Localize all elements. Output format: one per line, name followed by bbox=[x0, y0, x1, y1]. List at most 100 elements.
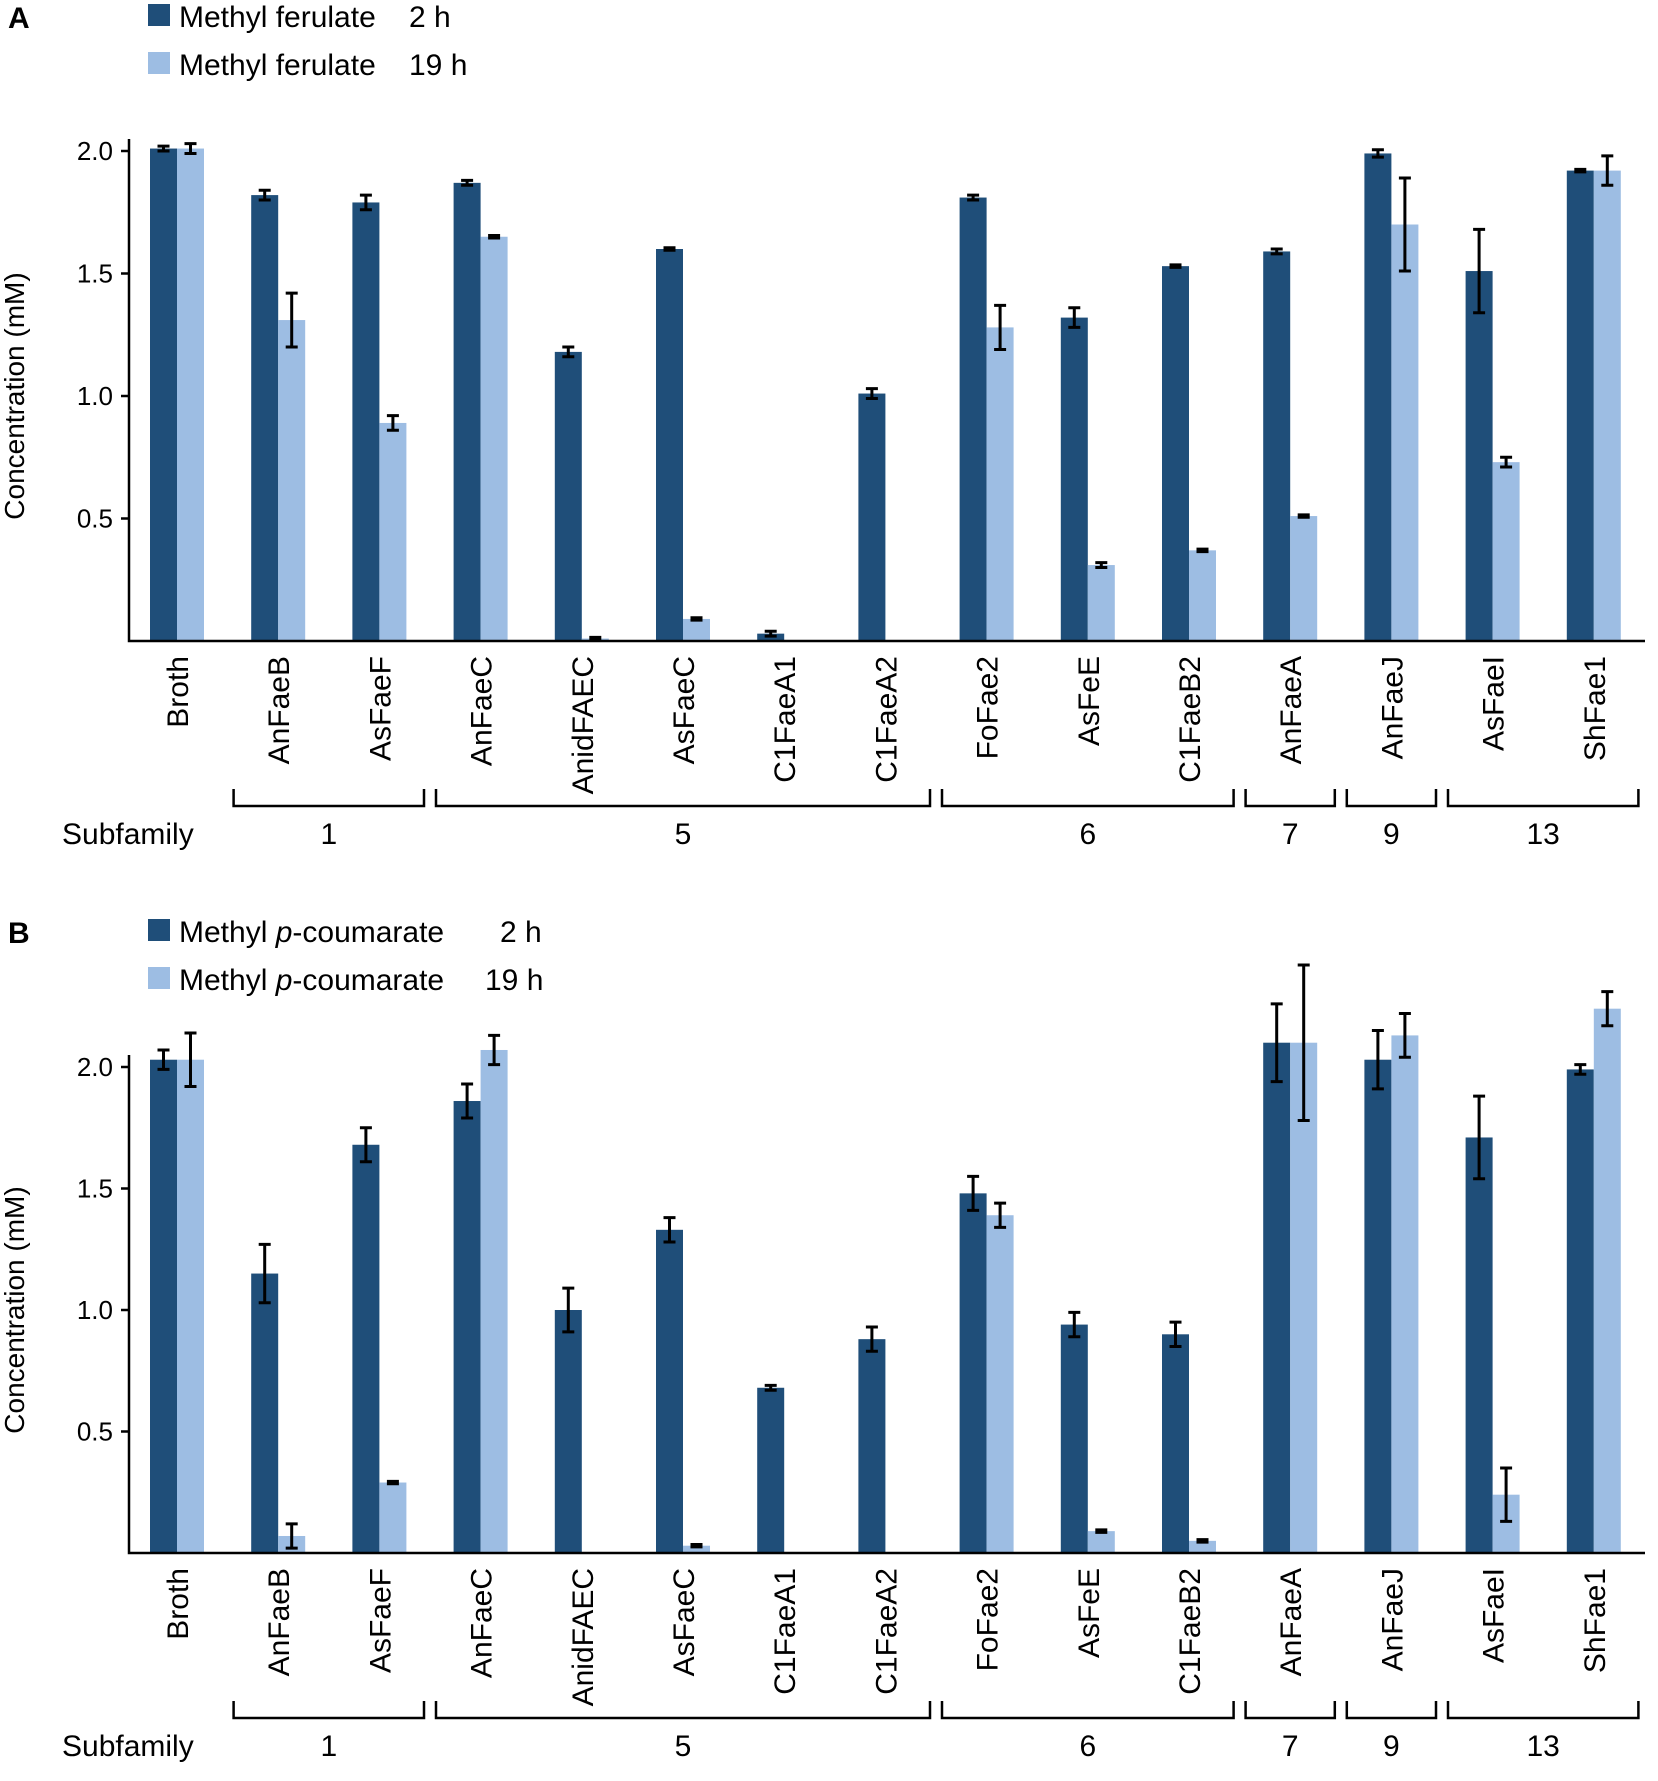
bar bbox=[1263, 1042, 1291, 1553]
subfamily-bracket bbox=[1244, 789, 1337, 808]
bar bbox=[1391, 1035, 1419, 1553]
error-bar bbox=[562, 345, 575, 359]
error-bar bbox=[865, 387, 878, 400]
bar bbox=[379, 1482, 407, 1553]
error-bar bbox=[690, 1542, 703, 1549]
legend-label: Methyl p-coumarate bbox=[179, 916, 444, 949]
subfamily-bracket bbox=[1446, 789, 1640, 808]
error-bar bbox=[1068, 1310, 1081, 1339]
category-label: FoFae2 bbox=[972, 1568, 1005, 1671]
error-bar bbox=[157, 1048, 170, 1071]
subfamily-bracket bbox=[1345, 1701, 1438, 1720]
error-bar bbox=[1371, 1029, 1384, 1091]
error-bar bbox=[258, 188, 271, 202]
category-label: AnidFAEC bbox=[567, 656, 600, 794]
subfamily-label: 13 bbox=[1527, 1730, 1560, 1763]
error-bar bbox=[1196, 547, 1209, 554]
bar bbox=[683, 618, 710, 641]
subfamily-label: 5 bbox=[675, 1730, 692, 1763]
subfamily-bracket bbox=[1244, 1701, 1337, 1720]
bar bbox=[858, 1339, 886, 1553]
bar bbox=[1189, 1540, 1216, 1553]
error-bar bbox=[865, 1325, 878, 1353]
category-label: AsFaeF bbox=[364, 656, 397, 761]
bar bbox=[352, 1144, 380, 1553]
y-tick-label: 1.0 bbox=[77, 1295, 113, 1325]
error-bar bbox=[1398, 1012, 1411, 1059]
bar bbox=[757, 1387, 785, 1553]
subfamily-label: 13 bbox=[1527, 818, 1560, 851]
category-label: AnFaeB bbox=[263, 1568, 296, 1676]
error-bar bbox=[1473, 227, 1486, 315]
category-label: Broth bbox=[162, 1568, 195, 1640]
bar bbox=[656, 1229, 683, 1553]
legend-label: Methyl ferulate bbox=[179, 1, 376, 34]
category-label: AnFaeC bbox=[466, 656, 499, 766]
subfamily-bracket bbox=[1446, 1701, 1640, 1720]
bar bbox=[1162, 266, 1189, 641]
bar bbox=[177, 148, 204, 642]
category-label: AnFaeJ bbox=[1376, 1568, 1409, 1671]
legend-swatch bbox=[148, 52, 170, 74]
category-label: AsFaeI bbox=[1478, 1568, 1511, 1663]
category-label: ShFae1 bbox=[1579, 656, 1612, 761]
category-label: AnFaeJ bbox=[1376, 656, 1409, 759]
y-tick-label: 2.0 bbox=[77, 136, 113, 166]
bar bbox=[1465, 1137, 1493, 1553]
bar bbox=[986, 1215, 1014, 1553]
legend-swatch bbox=[148, 4, 170, 26]
y-tick-label: 1.5 bbox=[77, 1174, 113, 1204]
error-bar bbox=[184, 1031, 197, 1088]
bar bbox=[278, 320, 306, 641]
bar bbox=[1492, 462, 1520, 641]
error-bar bbox=[157, 144, 170, 153]
subfamily-bracket bbox=[434, 789, 932, 808]
category-label: AsFaeI bbox=[1478, 656, 1511, 751]
bar bbox=[1060, 317, 1088, 641]
category-label: AsFaeF bbox=[364, 1568, 397, 1673]
subfamily-bracket bbox=[232, 1701, 426, 1720]
subfamily-bracket bbox=[434, 1701, 932, 1720]
error-bar bbox=[386, 414, 399, 432]
bar bbox=[656, 249, 683, 641]
bar bbox=[1087, 1531, 1115, 1553]
bar bbox=[352, 202, 380, 641]
subfamily-bracket bbox=[232, 789, 426, 808]
subfamily-bracket bbox=[940, 789, 1235, 808]
legend-swatch bbox=[148, 919, 170, 941]
error-bar bbox=[764, 629, 777, 638]
legend-time: 19 h bbox=[485, 964, 543, 997]
y-tick-label: 0.5 bbox=[77, 1417, 113, 1447]
subfamily-label: 1 bbox=[320, 1730, 337, 1763]
error-bar bbox=[1095, 561, 1108, 569]
error-bar bbox=[359, 193, 372, 212]
category-label: AnFaeB bbox=[263, 656, 296, 764]
error-bar bbox=[1169, 1320, 1182, 1348]
bar bbox=[453, 1101, 481, 1553]
bar bbox=[1189, 550, 1216, 641]
category-label: AnFaeA bbox=[1275, 656, 1308, 764]
error-bar bbox=[1196, 1538, 1209, 1544]
error-bar bbox=[461, 178, 474, 187]
error-bar bbox=[663, 1216, 676, 1244]
bar bbox=[1465, 271, 1493, 641]
bar bbox=[177, 1059, 204, 1553]
legend-label: Methyl p-coumarate bbox=[179, 964, 444, 997]
y-axis-label: Concentration (mM) bbox=[0, 1186, 30, 1433]
subfamily-bracket bbox=[1345, 789, 1438, 808]
bar bbox=[1162, 1334, 1189, 1553]
panel-a: A Methyl ferulate 2 h Methyl ferulate 19 h 0.… bbox=[0, 1, 1645, 851]
category-label: AnidFAEC bbox=[567, 1568, 600, 1706]
bar bbox=[453, 182, 481, 641]
error-bar bbox=[1270, 1002, 1283, 1084]
legend-swatch bbox=[148, 967, 170, 989]
bar bbox=[959, 197, 987, 642]
subfamily-label: 7 bbox=[1282, 818, 1299, 851]
category-label: ShFae1 bbox=[1579, 1568, 1612, 1673]
category-label: Broth bbox=[162, 656, 195, 728]
error-bar bbox=[562, 1286, 575, 1334]
subfamily-label: 6 bbox=[1079, 818, 1096, 851]
bar bbox=[1290, 1042, 1318, 1553]
